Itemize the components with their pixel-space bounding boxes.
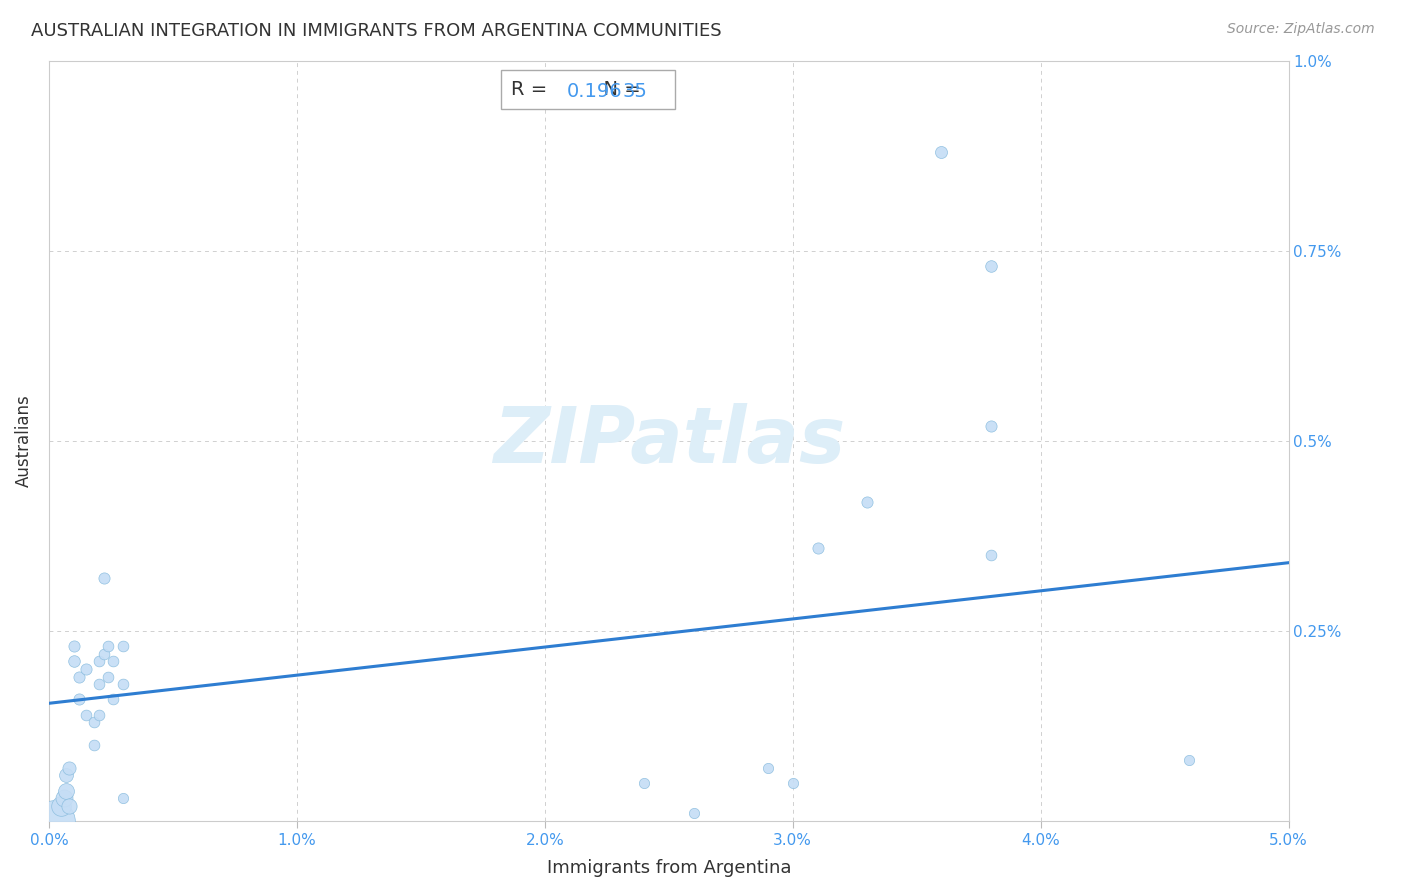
Point	[633, 776, 655, 790]
Point	[980, 418, 1002, 433]
Point	[58, 798, 80, 813]
Point	[112, 640, 135, 654]
Point	[782, 776, 804, 790]
Point	[42, 814, 65, 828]
Point	[67, 692, 90, 706]
Point	[1178, 753, 1201, 767]
Point	[83, 738, 105, 752]
Point	[51, 798, 73, 813]
Point	[97, 640, 120, 654]
Text: 35: 35	[623, 82, 648, 101]
Point	[112, 791, 135, 805]
Point	[87, 707, 110, 722]
Point	[103, 692, 125, 706]
Point	[83, 715, 105, 730]
Point	[87, 677, 110, 691]
Point	[58, 761, 80, 775]
Point	[931, 145, 953, 160]
Point	[980, 260, 1002, 274]
Point	[682, 806, 704, 821]
Point	[67, 670, 90, 684]
Point	[62, 640, 84, 654]
Text: 0.196: 0.196	[567, 82, 621, 101]
Point	[93, 571, 115, 585]
Y-axis label: Australians: Australians	[15, 395, 32, 488]
Point	[756, 761, 779, 775]
Point	[75, 662, 97, 676]
Text: ZIPatlas: ZIPatlas	[492, 403, 845, 479]
Point	[75, 707, 97, 722]
Point	[980, 548, 1002, 562]
Point	[52, 791, 75, 805]
Text: Source: ZipAtlas.com: Source: ZipAtlas.com	[1227, 22, 1375, 37]
Point	[93, 647, 115, 661]
Point	[62, 655, 84, 669]
Point	[55, 783, 77, 797]
Text: AUSTRALIAN INTEGRATION IN IMMIGRANTS FROM ARGENTINA COMMUNITIES: AUSTRALIAN INTEGRATION IN IMMIGRANTS FRO…	[31, 22, 721, 40]
Point	[112, 677, 135, 691]
Point	[806, 541, 828, 555]
Point	[856, 495, 879, 509]
Point	[97, 670, 120, 684]
Text: R =         N =: R = N =	[510, 80, 665, 99]
Point	[103, 655, 125, 669]
Point	[55, 768, 77, 782]
Point	[87, 655, 110, 669]
X-axis label: Immigrants from Argentina: Immigrants from Argentina	[547, 859, 792, 877]
